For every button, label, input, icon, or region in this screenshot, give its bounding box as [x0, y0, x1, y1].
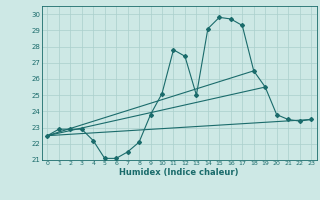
X-axis label: Humidex (Indice chaleur): Humidex (Indice chaleur)	[119, 168, 239, 177]
